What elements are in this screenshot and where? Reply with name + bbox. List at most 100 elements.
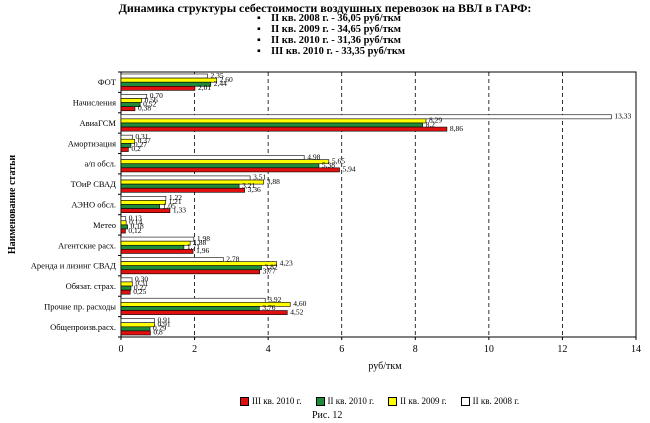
bar: [120, 285, 132, 291]
bar: [120, 281, 133, 287]
data-label: 8,86: [450, 124, 463, 133]
data-label: 0,8: [153, 328, 163, 337]
data-label: 1,98: [197, 234, 210, 243]
legend-swatch: [315, 396, 325, 406]
data-label: 3,77: [263, 267, 276, 276]
data-label: 0,52: [143, 99, 156, 108]
data-label: 3,51: [253, 173, 266, 182]
data-label: 3,82: [265, 262, 278, 271]
bar: [120, 326, 151, 332]
bar: [120, 330, 151, 336]
bar: [120, 200, 166, 205]
legend-swatch: [460, 396, 470, 406]
data-label: 0,70: [150, 91, 163, 100]
data-label: 0,27: [134, 140, 147, 149]
data-label: 2,01: [198, 83, 211, 92]
category-label: ФОТ: [98, 77, 117, 87]
data-label: 0,12: [128, 226, 141, 235]
bar: [120, 204, 160, 209]
data-label: 4,98: [307, 152, 320, 161]
bar: [120, 159, 330, 165]
bar: [120, 118, 427, 124]
chart-title: Динамика структуры себестоимости воздушн…: [118, 1, 532, 15]
category-label: Аренда и лизинг СВАД: [31, 261, 116, 271]
bar: [120, 167, 340, 173]
data-label: 0,31: [135, 279, 148, 288]
legend-item: II кв. 2009 г.: [388, 396, 447, 406]
data-label: 3,88: [267, 177, 280, 186]
data-label: 0,91: [157, 320, 170, 329]
bar: [120, 257, 224, 262]
bar: [120, 216, 127, 222]
chart-subtitles: ▪ II кв. 2008 г. - 36,05 руб/ткм ▪ II кв. …: [257, 13, 405, 57]
subtitle-line: ▪ II кв. 2010 г. - 31,36 руб/ткм: [257, 35, 401, 46]
bar: [120, 155, 305, 160]
legend-swatch: [240, 396, 249, 406]
data-label: 3,36: [248, 185, 261, 194]
data-label: 5,65: [332, 156, 345, 165]
bar: [120, 322, 155, 328]
data-label: 4,60: [293, 299, 306, 308]
bar: [120, 106, 136, 112]
data-label: 5,38: [322, 161, 335, 170]
legend-swatch: [388, 396, 398, 406]
data-label: 3,21: [242, 181, 255, 190]
bar: [120, 277, 133, 283]
category-label: Амортизация: [68, 138, 116, 148]
bar: [120, 147, 129, 152]
data-label: 3,76: [262, 303, 275, 312]
category-label: а/п обсл.: [84, 159, 116, 169]
data-label: 1,88: [193, 238, 206, 247]
data-label: 1,21: [169, 197, 182, 206]
data-label: 0,56: [145, 95, 158, 104]
bar: [120, 224, 128, 230]
category-label: Начисления: [73, 98, 116, 108]
data-label: 0,18: [131, 222, 144, 231]
bar: [120, 175, 251, 181]
category-label: АвиаГСМ: [79, 118, 116, 128]
subtitle-line: ▪ III кв. 2010 г. - 33,35 руб/ткм: [257, 46, 406, 57]
data-label: 3,92: [268, 295, 281, 304]
bar: [120, 126, 448, 132]
bar: [120, 228, 126, 234]
x-tick-label: 0: [119, 344, 124, 355]
data-label: 8,2: [426, 120, 436, 129]
bar: [120, 183, 240, 189]
data-label: 0,91: [157, 315, 170, 324]
data-label: 0,31: [135, 132, 148, 141]
bar: [120, 236, 195, 242]
category-label: Агентские расх.: [58, 240, 116, 250]
data-label: 1,71: [187, 242, 200, 251]
x-axis-label: руб/ткм: [368, 361, 402, 372]
legend-item: II кв. 2008 г.: [460, 396, 519, 406]
x-tick-label: 4: [266, 344, 271, 355]
bar: [120, 94, 148, 99]
bar: [120, 269, 260, 275]
bar: [120, 261, 277, 266]
bar: [120, 114, 612, 120]
plot-area: [120, 71, 637, 338]
bar: [120, 297, 266, 303]
data-label: 0,79: [153, 324, 166, 333]
bar: [120, 73, 208, 79]
data-label: 1,05: [163, 201, 176, 210]
bar: [120, 244, 185, 250]
bar: [120, 265, 262, 271]
data-label: 0,14: [129, 218, 142, 227]
category-label: Общепроизв.расх.: [50, 322, 116, 332]
x-tick-label: 14: [631, 344, 641, 355]
figure-caption: Рис. 12: [312, 410, 343, 421]
bar: [120, 143, 132, 148]
chart-legend: III кв. 2010 г. II кв. 2010 г. II кв. 20…: [240, 396, 519, 406]
data-label: 0,30: [135, 275, 148, 284]
bar: [120, 318, 155, 324]
data-label: 0,13: [129, 213, 142, 222]
bar: [120, 138, 135, 144]
data-label: 0,25: [133, 287, 146, 296]
data-label: 5,94: [343, 165, 356, 174]
bar: [120, 134, 133, 140]
bar: [120, 249, 194, 254]
bar: [120, 187, 245, 193]
legend-item: III кв. 2010 г.: [240, 396, 302, 406]
